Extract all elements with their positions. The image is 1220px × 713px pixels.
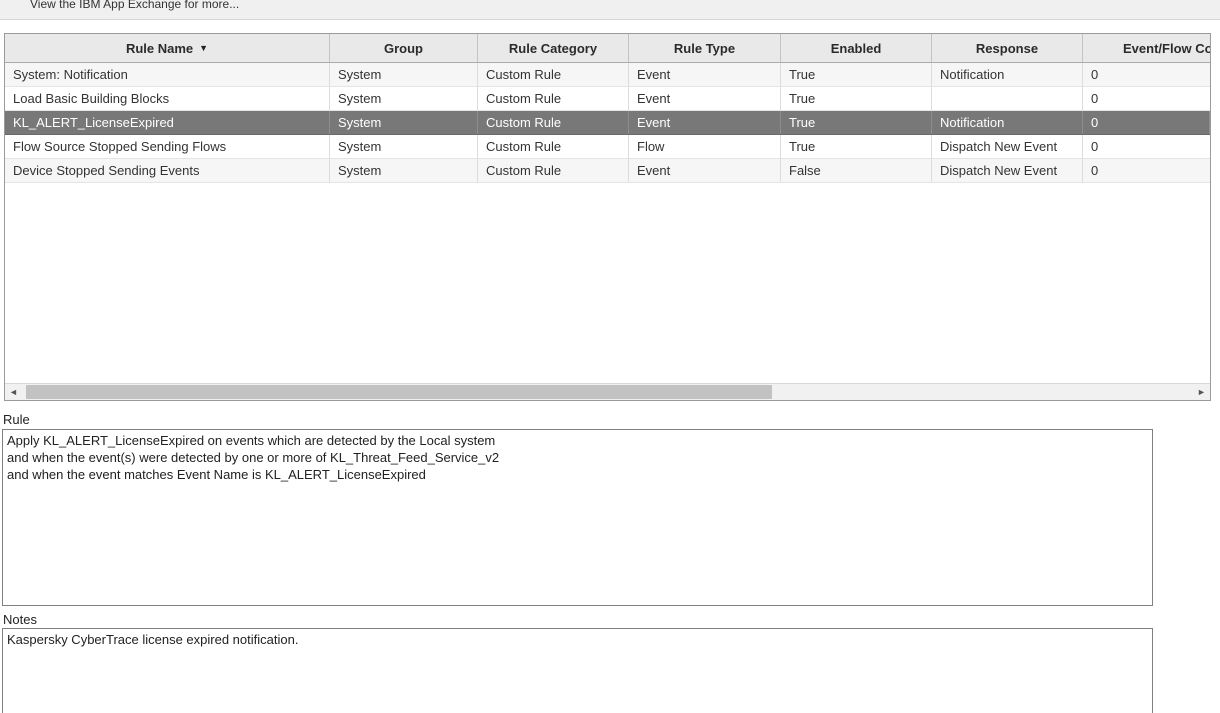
cell-enabled: True — [781, 63, 932, 86]
cell-rule-category: Custom Rule — [478, 111, 629, 134]
cell-rule-name: Flow Source Stopped Sending Flows — [5, 135, 330, 158]
cell-response: Notification — [932, 63, 1083, 86]
cell-rule-category: Custom Rule — [478, 135, 629, 158]
column-header-rule-category[interactable]: Rule Category — [478, 34, 629, 62]
scroll-right-arrow-icon[interactable]: ► — [1197, 387, 1206, 397]
horizontal-scrollbar[interactable]: ◄ ► — [5, 383, 1210, 400]
column-header-label: Group — [384, 40, 423, 56]
cell-group: System — [330, 159, 478, 182]
column-header-label: Rule Category — [508, 40, 598, 56]
app-exchange-link[interactable]: View the IBM App Exchange for more... — [30, 0, 240, 11]
column-header-rule-name[interactable]: Rule Name ▼ — [5, 34, 330, 62]
cell-group: System — [330, 135, 478, 158]
sort-desc-icon: ▼ — [199, 43, 209, 53]
cell-rule-category: Custom Rule — [478, 159, 629, 182]
cell-event-flow-count: 0 — [1091, 91, 1099, 106]
rules-table: Rule Name ▼ Group Rule Category Rule Typ… — [4, 33, 1211, 401]
cell-event-flow-count: 0 — [1091, 67, 1099, 82]
column-header-label: Response — [975, 40, 1039, 56]
cell-rule-name: Load Basic Building Blocks — [5, 87, 330, 110]
cell-response: Dispatch New Event — [932, 135, 1083, 158]
rule-section-label: Rule — [3, 412, 30, 427]
cell-rule-type: Flow — [629, 135, 781, 158]
column-header-label: Event/Flow Cou — [1123, 40, 1210, 56]
column-header-label: Enabled — [830, 40, 882, 56]
cell-rule-category: Custom Rule — [478, 87, 629, 110]
notes-section-label: Notes — [3, 612, 37, 627]
table-row[interactable]: Device Stopped Sending Events System Cus… — [5, 159, 1210, 183]
column-header-group[interactable]: Group — [330, 34, 478, 62]
cell-rule-type: Event — [629, 63, 781, 86]
rule-description-textarea[interactable]: Apply KL_ALERT_LicenseExpired on events … — [2, 429, 1153, 606]
cell-enabled: True — [781, 135, 932, 158]
scrollbar-thumb[interactable] — [26, 385, 772, 399]
cell-enabled: True — [781, 111, 932, 134]
table-empty-area — [5, 183, 1210, 383]
cell-event-flow-count: 0 — [1083, 111, 1210, 134]
column-header-rule-type[interactable]: Rule Type — [629, 34, 781, 62]
cell-rule-type: Event — [629, 87, 781, 110]
cell-response: Notification — [932, 111, 1083, 134]
table-header-row: Rule Name ▼ Group Rule Category Rule Typ… — [5, 34, 1210, 63]
cell-group: System — [330, 87, 478, 110]
scroll-left-arrow-icon[interactable]: ◄ — [9, 387, 18, 397]
column-header-response[interactable]: Response — [932, 34, 1083, 62]
cell-rule-name: Device Stopped Sending Events — [5, 159, 330, 182]
app-exchange-bar: View the IBM App Exchange for more... — [0, 0, 1220, 20]
notes-textarea[interactable]: Kaspersky CyberTrace license expired not… — [2, 628, 1153, 713]
cell-response: Dispatch New Event — [932, 159, 1083, 182]
cell-rule-type: Event — [629, 111, 781, 134]
table-row[interactable]: Flow Source Stopped Sending Flows System… — [5, 135, 1210, 159]
cell-enabled: True — [781, 87, 932, 110]
table-row[interactable]: Load Basic Building Blocks System Custom… — [5, 87, 1210, 111]
cell-rule-name: System: Notification — [5, 63, 330, 86]
cell-rule-category: Custom Rule — [478, 63, 629, 86]
cell-response — [932, 87, 1083, 110]
cell-group: System — [330, 111, 478, 134]
table-row-selected[interactable]: KL_ALERT_LicenseExpired System Custom Ru… — [5, 111, 1210, 135]
column-header-enabled[interactable]: Enabled — [781, 34, 932, 62]
cell-event-flow-count: 0 — [1091, 163, 1099, 178]
column-header-label: Rule Type — [673, 40, 736, 56]
table-row[interactable]: System: Notification System Custom Rule … — [5, 63, 1210, 87]
column-header-label: Rule Name — [125, 40, 194, 56]
column-header-event-flow-count[interactable]: Event/Flow Cou — [1083, 34, 1210, 62]
cell-rule-name: KL_ALERT_LicenseExpired — [5, 111, 330, 134]
cell-event-flow-count: 0 — [1091, 139, 1099, 154]
cell-enabled: False — [781, 159, 932, 182]
cell-group: System — [330, 63, 478, 86]
cell-rule-type: Event — [629, 159, 781, 182]
